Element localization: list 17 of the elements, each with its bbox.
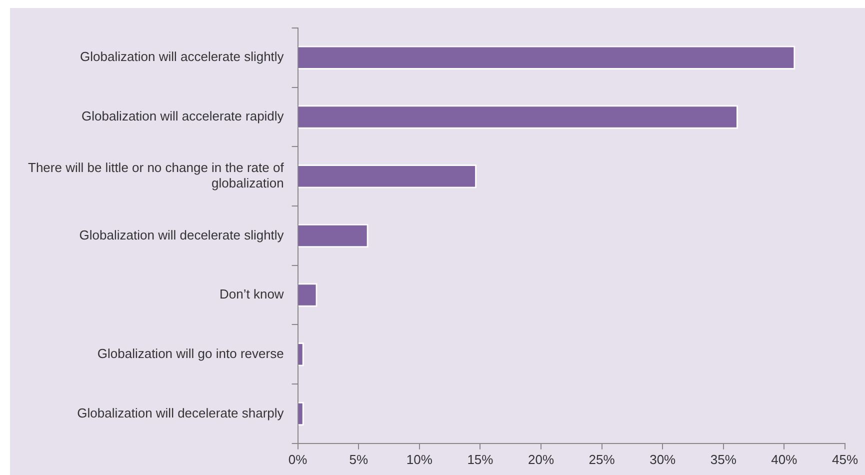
y-tick-label: Globalization will decelerate sharply bbox=[77, 405, 284, 420]
x-tick-label: 25% bbox=[588, 452, 616, 467]
x-tick-label: 30% bbox=[650, 452, 676, 467]
y-tick-label: Don’t know bbox=[220, 286, 284, 302]
y-tick-label: There will be little or no change in the rate of globalization bbox=[28, 160, 284, 191]
x-tick-label: 35% bbox=[710, 452, 737, 467]
y-tick-label: Globalization will accelerate rapidly bbox=[81, 108, 284, 124]
y-tick-label: Globalization will go into reverse bbox=[97, 346, 284, 361]
x-tick-label: 45% bbox=[832, 452, 858, 467]
x-tick-label: 20% bbox=[528, 452, 554, 467]
x-tick-label: 0% bbox=[288, 452, 308, 467]
y-tick-label: Globalization will accelerate slightly bbox=[80, 49, 284, 64]
x-tick-label: 10% bbox=[406, 452, 433, 467]
x-tick-label: 15% bbox=[467, 452, 494, 467]
x-tick-label: 5% bbox=[349, 452, 368, 467]
y-tick-label: Globalization will decelerate slightly bbox=[79, 227, 284, 242]
x-tick-label: 40% bbox=[771, 452, 798, 467]
